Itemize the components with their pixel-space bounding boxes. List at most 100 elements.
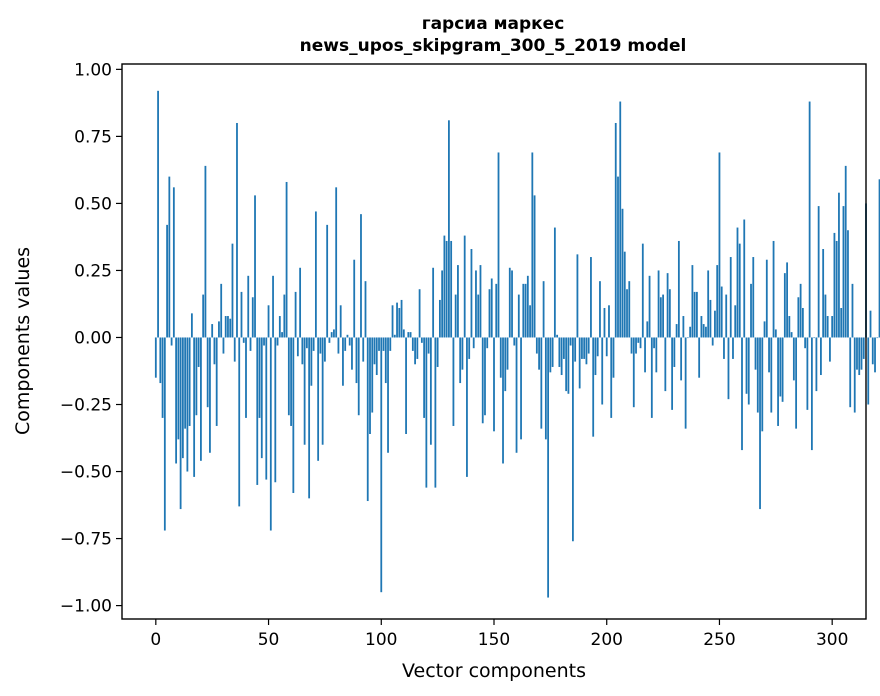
bar	[218, 321, 220, 338]
bar	[432, 267, 435, 338]
x-tick-label: 100	[365, 630, 397, 650]
bar	[529, 305, 531, 338]
bar	[190, 313, 193, 338]
chart-subtitle: news_upos_skipgram_300_5_2019 model	[300, 36, 687, 56]
bar	[161, 337, 164, 418]
y-tick-label: −0.25	[60, 396, 112, 416]
bar	[856, 337, 858, 370]
bar	[741, 337, 743, 451]
bar	[454, 294, 457, 338]
bar	[585, 337, 588, 365]
bar	[287, 337, 290, 416]
bar	[247, 275, 250, 338]
bar	[576, 254, 579, 338]
bar	[423, 337, 426, 418]
bar	[610, 337, 613, 418]
bar	[274, 337, 277, 483]
bar	[727, 337, 730, 400]
bar	[711, 337, 714, 346]
bar	[824, 294, 827, 338]
bar	[684, 337, 687, 429]
bar	[641, 243, 644, 338]
bar	[438, 299, 441, 338]
bar	[551, 337, 554, 367]
bar	[601, 337, 604, 405]
bar	[623, 251, 626, 338]
bar	[450, 240, 453, 338]
bar	[553, 227, 556, 338]
bar	[844, 165, 847, 338]
bar	[639, 337, 642, 349]
bar	[393, 334, 396, 338]
bar	[344, 337, 347, 351]
bar	[587, 337, 590, 354]
bar	[680, 337, 683, 381]
bar	[387, 337, 389, 453]
bar	[590, 257, 592, 338]
bar	[772, 240, 775, 338]
bar	[308, 337, 311, 499]
bar	[337, 337, 340, 354]
bar	[222, 337, 225, 354]
bar	[168, 176, 171, 338]
bar	[617, 176, 619, 338]
x-axis-label: Vector components	[402, 660, 586, 682]
bar	[549, 337, 552, 373]
bar	[876, 337, 879, 339]
bar	[351, 337, 353, 370]
bar	[750, 283, 752, 338]
y-axis-label: Components values	[12, 247, 34, 435]
bar	[296, 337, 299, 357]
bar	[229, 318, 232, 338]
bar	[209, 337, 211, 453]
bar	[233, 337, 236, 362]
bar	[531, 152, 534, 338]
bar	[260, 337, 263, 459]
bar	[849, 337, 852, 408]
bar	[783, 273, 786, 338]
y-tick-label: −0.50	[60, 463, 112, 483]
bar	[851, 283, 854, 338]
bar	[840, 307, 843, 338]
bar	[506, 337, 509, 370]
bar	[170, 337, 173, 346]
bar	[666, 273, 669, 338]
bar	[405, 337, 407, 434]
bar	[786, 262, 788, 338]
bar	[544, 337, 547, 440]
bar	[353, 259, 356, 338]
bar	[738, 243, 741, 338]
bar	[236, 122, 238, 338]
bar	[792, 337, 795, 381]
bar	[718, 152, 721, 338]
bar	[835, 240, 838, 338]
y-tick-label: −0.75	[60, 530, 112, 550]
bar	[664, 337, 667, 392]
bar	[734, 305, 737, 338]
bar	[675, 324, 678, 338]
bar	[513, 337, 516, 346]
bar	[493, 337, 495, 432]
bar	[822, 249, 825, 338]
bar	[511, 270, 513, 338]
bar	[360, 214, 362, 338]
bar	[770, 337, 773, 413]
bar	[459, 337, 462, 384]
bar	[813, 337, 816, 339]
bar	[457, 265, 459, 338]
bar	[759, 337, 761, 510]
bar	[276, 337, 279, 346]
bar	[342, 337, 344, 386]
bar	[407, 332, 410, 338]
bar	[384, 337, 387, 384]
bar	[797, 297, 800, 338]
bar	[540, 337, 543, 429]
bar	[520, 337, 522, 440]
x-tick-label: 200	[591, 630, 623, 650]
bar	[324, 337, 326, 362]
bar	[831, 316, 834, 338]
bar	[526, 275, 529, 338]
bar	[808, 101, 811, 338]
bar	[565, 337, 568, 392]
bar	[732, 337, 734, 359]
